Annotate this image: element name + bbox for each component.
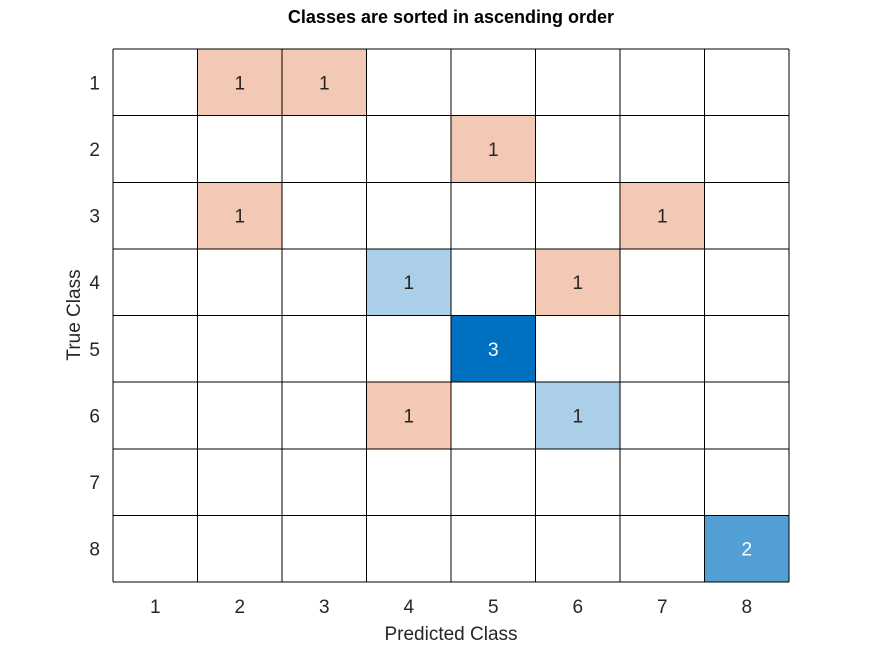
- x-tick-label-2: 2: [234, 597, 245, 618]
- cell-3-2: [197, 182, 282, 249]
- cell-value-4-6: 1: [572, 273, 583, 294]
- cell-value-6-4: 1: [403, 406, 414, 427]
- cell-value-5-5: 3: [488, 340, 499, 361]
- x-tick-label-4: 4: [403, 597, 414, 618]
- y-tick-label-3: 3: [89, 207, 100, 228]
- cell-5-5: [451, 315, 536, 383]
- grid-layer: [112, 48, 790, 583]
- x-tick-label-6: 6: [572, 597, 583, 618]
- cell-value-3-7: 1: [657, 207, 668, 228]
- x-axis-label: Predicted Class: [384, 624, 517, 645]
- cell-2-5: [451, 115, 536, 183]
- x-tick-label-8: 8: [741, 597, 752, 618]
- y-tick-label-2: 2: [89, 140, 100, 161]
- cell-value-3-2: 1: [234, 207, 245, 228]
- y-tick-labels: 1 2 3 4 5 6 7 8: [89, 73, 100, 560]
- x-tick-label-3: 3: [319, 597, 330, 618]
- y-tick-label-6: 6: [89, 406, 100, 427]
- y-tick-label-8: 8: [89, 540, 100, 561]
- y-tick-label-5: 5: [89, 340, 100, 361]
- x-tick-label-1: 1: [150, 597, 161, 618]
- cell-value-1-3: 1: [319, 73, 330, 94]
- cell-1-3: [282, 49, 367, 116]
- cell-4-4: [366, 248, 451, 316]
- cell-value-4-4: 1: [403, 273, 414, 294]
- cell-1-2: [197, 49, 282, 116]
- y-tick-label-4: 4: [89, 273, 100, 294]
- cell-value-8-8: 2: [741, 540, 752, 561]
- x-tick-labels: 1 2 3 4 5 6 7 8: [150, 597, 752, 618]
- cell-8-8: [704, 515, 789, 582]
- cell-labels-layer: 1 1 1 1 1 1 1 3 1 1 2: [234, 73, 752, 560]
- chart-title: Classes are sorted in ascending order: [288, 7, 614, 27]
- y-axis-label: True Class: [64, 269, 85, 360]
- cell-6-4: [366, 382, 451, 449]
- y-tick-label-1: 1: [89, 73, 100, 94]
- cell-value-1-2: 1: [234, 73, 245, 94]
- x-tick-label-7: 7: [657, 597, 668, 618]
- y-tick-label-7: 7: [89, 473, 100, 494]
- cell-4-6: [535, 248, 620, 316]
- cell-value-2-5: 1: [488, 140, 499, 161]
- cell-value-6-6: 1: [572, 406, 583, 427]
- cell-3-7: [620, 182, 705, 249]
- cell-6-6: [535, 382, 620, 449]
- x-tick-label-5: 5: [488, 597, 499, 618]
